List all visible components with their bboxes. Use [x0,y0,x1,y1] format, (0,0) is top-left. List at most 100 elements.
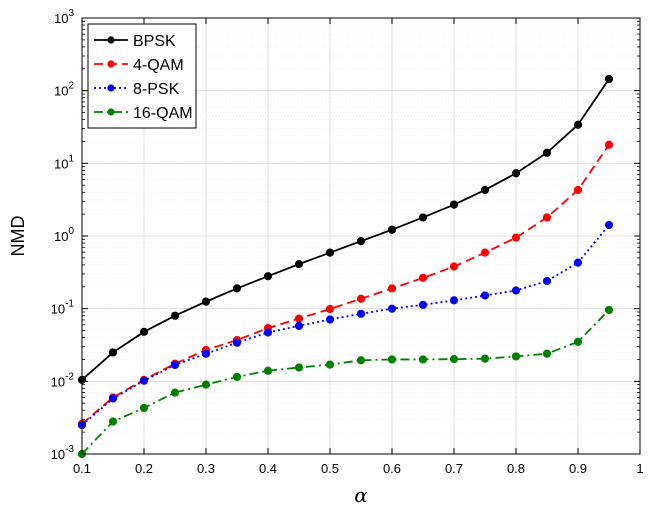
series-line [81,78,610,381]
data-point [480,354,490,363]
data-point [263,366,273,375]
data-point [201,297,211,306]
series-line [81,144,610,425]
data-point [480,248,490,257]
data-point [325,315,335,324]
data-point [449,296,459,305]
data-point [542,276,552,286]
y-axis-label: NMD [8,216,28,257]
legend-swatch-marker [107,108,115,116]
y-tick-base: 10 [54,11,68,26]
x-tick-label: 0.6 [383,461,401,476]
data-point [170,311,180,320]
x-tick-label: 0.8 [507,461,525,476]
series-layer [77,74,614,459]
y-tick-base: 10 [51,447,65,462]
data-point [139,327,149,336]
data-point [263,328,273,337]
y-tick-base: 10 [51,302,65,317]
data-point [418,355,428,364]
y-tick-exponent: 2 [68,81,74,92]
legend-swatch-marker [107,60,115,68]
y-tick-exponent: 1 [68,153,74,164]
legend: BPSK 4-QAM 8-PSK 16-QAM [87,23,197,129]
data-point [170,388,180,397]
data-point [418,273,428,283]
data-point [573,120,583,129]
y-tick-label: 100 [54,226,74,244]
y-tick-label: 101 [54,153,74,171]
data-point [511,169,521,178]
data-point [604,220,614,230]
series-8-psk [77,220,614,430]
data-point [356,356,366,365]
y-tick-label: 10-3 [51,444,75,462]
x-tick-label: 0.4 [259,461,277,476]
y-tick-exponent: 3 [68,8,74,19]
legend-entry-label: BPSK [133,33,176,50]
x-tick-label: 1 [636,461,643,476]
y-tick-base: 10 [51,374,65,389]
y-tick-label: 10-2 [51,371,75,389]
data-point [294,321,304,330]
data-point [418,300,428,309]
data-point [449,200,459,209]
series-line [81,224,610,426]
x-tick-label: 0.3 [197,461,215,476]
data-point [604,305,614,315]
data-point [511,233,521,242]
legend-entry-label: 16-QAM [133,105,193,122]
x-tick-label: 0.5 [321,461,339,476]
x-tick-label: 0.2 [135,461,153,476]
data-point [542,213,552,222]
data-point [201,349,211,358]
y-tick-exponent: 0 [68,226,74,237]
data-point [356,237,366,246]
data-point [356,309,366,318]
data-point [573,337,583,346]
data-point [449,262,459,271]
legend-entry-label: 8-PSK [133,81,180,98]
y-tick-base: 10 [54,84,68,99]
data-point [108,417,118,426]
legend-box [87,23,197,129]
y-tick-exponent: -2 [65,371,74,382]
data-point [480,291,490,300]
data-point [387,225,397,234]
x-tick-label: 0.7 [445,461,463,476]
data-point [232,284,242,293]
data-point [201,380,211,389]
data-point [139,403,149,413]
data-point [232,372,242,382]
data-point [108,394,118,403]
y-tick-exponent: -1 [65,299,74,310]
x-tick-label: 0.9 [569,461,587,476]
y-tick-base: 10 [54,229,68,244]
data-point [542,349,552,358]
data-point [387,304,397,313]
data-point [232,338,242,347]
data-point [139,376,149,385]
data-point [418,213,428,222]
legend-swatch-marker [107,84,115,92]
data-point [573,258,583,267]
y-tick-label: 102 [54,81,74,99]
data-point [604,140,614,149]
x-tick-label: 0.1 [73,461,91,476]
data-point [480,185,490,195]
data-point [511,352,521,361]
data-point [170,360,180,370]
data-point [108,348,118,357]
series-line [81,309,610,455]
legend-swatch-marker [107,36,115,44]
y-tick-exponent: -3 [65,444,74,455]
data-point [356,294,366,303]
data-point [387,355,397,364]
series-16-qam [77,305,614,459]
y-tick-base: 10 [54,156,68,171]
data-point [294,314,304,323]
data-point [263,272,273,281]
y-tick-label: 10-1 [51,299,75,317]
